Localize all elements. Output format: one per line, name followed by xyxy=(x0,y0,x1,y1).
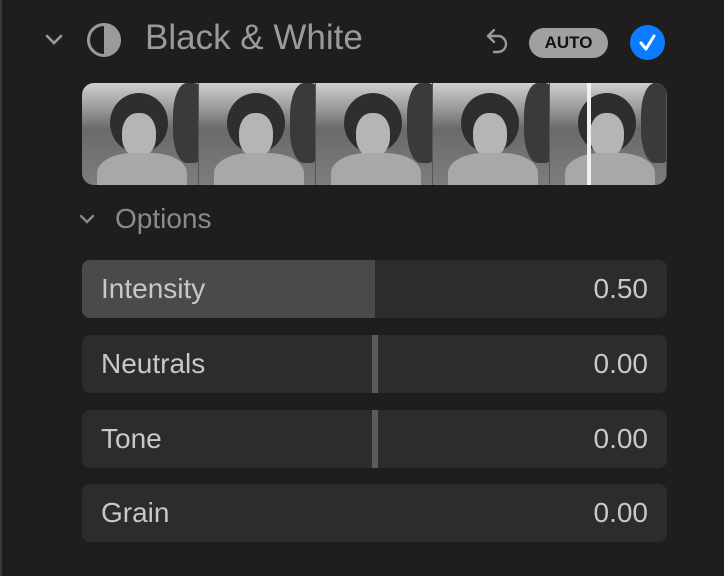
undo-icon[interactable] xyxy=(484,26,512,56)
slider-value: 0.50 xyxy=(593,273,649,304)
tone-slider[interactable]: Tone 0.00 xyxy=(82,410,667,468)
preset-thumbnail[interactable] xyxy=(550,83,667,185)
slider-label: Neutrals xyxy=(101,348,206,379)
slider-label: Grain xyxy=(101,497,170,528)
slider-marker xyxy=(372,410,378,468)
neutrals-slider[interactable]: Neutrals 0.00 xyxy=(82,335,667,393)
auto-button[interactable]: AUTO xyxy=(529,28,608,58)
collapse-chevron-icon[interactable] xyxy=(42,28,66,52)
options-chevron-icon[interactable] xyxy=(76,208,98,230)
preset-thumbnail[interactable] xyxy=(316,83,433,185)
enable-checkbox[interactable] xyxy=(630,25,665,60)
preset-thumbnail[interactable] xyxy=(199,83,316,185)
intensity-slider[interactable]: Intensity 0.50 xyxy=(82,260,667,318)
preset-thumbnail[interactable] xyxy=(433,83,550,185)
preset-thumbnails[interactable] xyxy=(82,83,667,185)
preset-thumbnail[interactable] xyxy=(82,83,199,185)
black-white-icon xyxy=(87,23,121,57)
slider-marker xyxy=(372,335,378,393)
slider-fill xyxy=(82,260,375,318)
slider-label: Tone xyxy=(101,423,162,454)
thumbnail-selector-handle[interactable] xyxy=(587,83,591,185)
slider-value: 0.00 xyxy=(593,348,649,379)
options-label: Options xyxy=(115,203,212,234)
slider-label: Intensity xyxy=(101,273,206,304)
checkmark-icon xyxy=(639,34,656,51)
slider-value: 0.00 xyxy=(593,497,649,528)
slider-value: 0.00 xyxy=(593,423,649,454)
section-title: Black & White xyxy=(145,18,363,57)
grain-slider[interactable]: Grain 0.00 xyxy=(82,484,667,542)
